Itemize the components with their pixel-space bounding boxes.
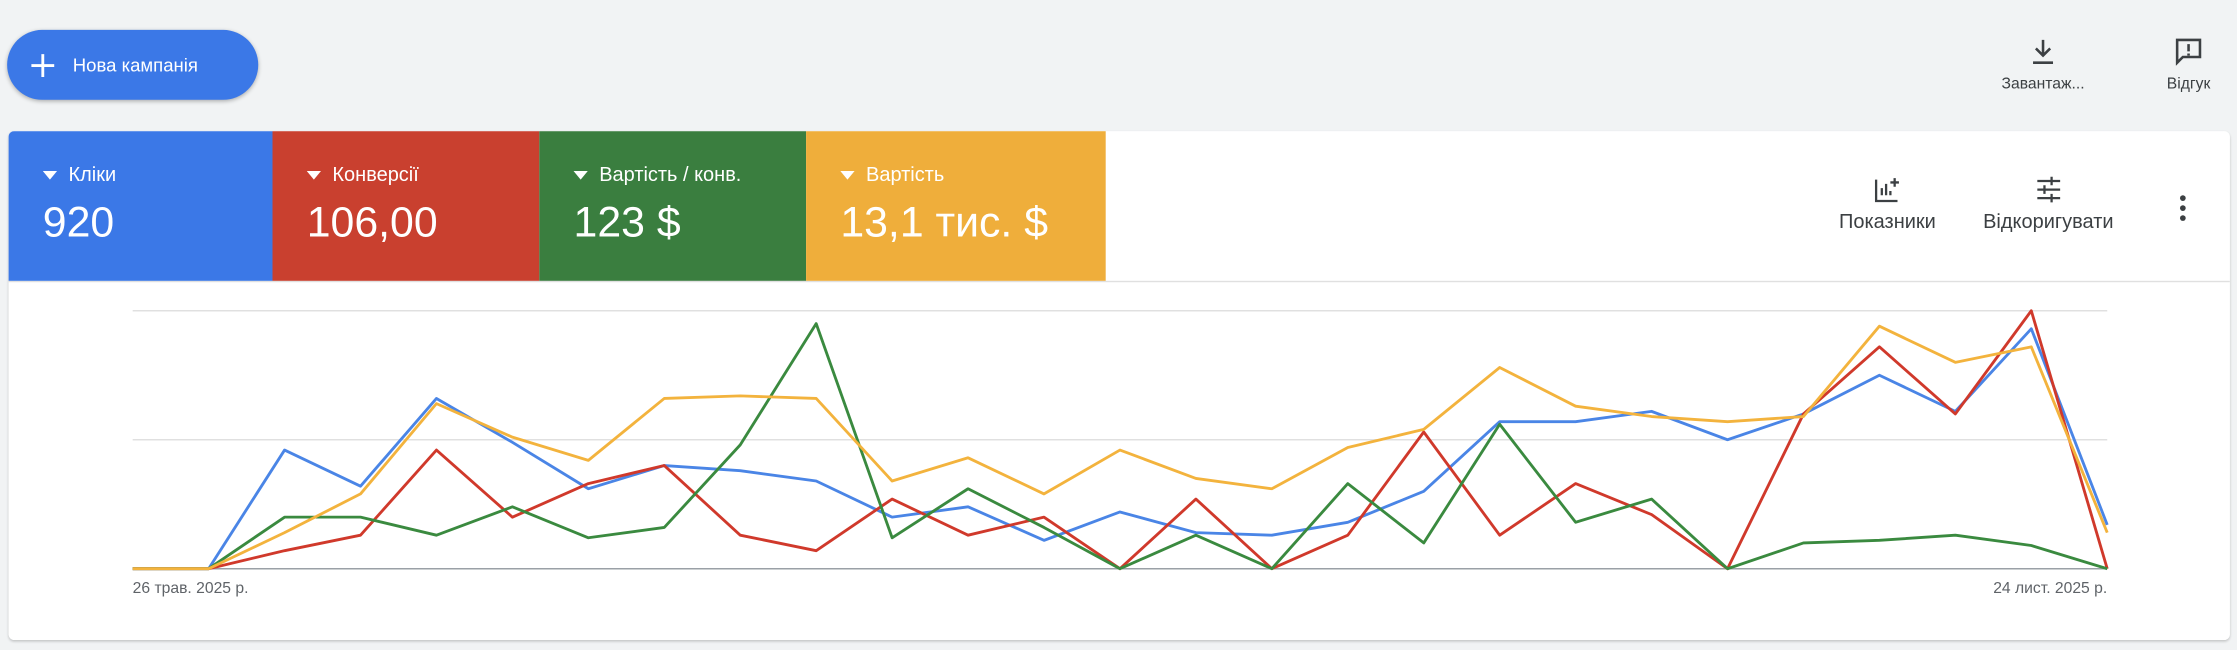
- metric-value: 13,1 тис. $: [840, 199, 1049, 247]
- more-menu[interactable]: [2177, 194, 2188, 223]
- plus-icon: [31, 53, 55, 77]
- feedback-button[interactable]: Відгук: [2124, 37, 2237, 93]
- series-line: [132, 322, 2108, 571]
- metric-name: Вартість / конв.: [599, 162, 742, 186]
- caret: [840, 171, 855, 180]
- adjust-label: Відкоригувати: [1983, 209, 2114, 233]
- metric-label: Конверсії: [306, 162, 419, 186]
- caret: [306, 171, 322, 180]
- adjust-icon: [2036, 176, 2060, 203]
- metric-value: 106,00: [306, 199, 438, 247]
- metric-value: 920: [42, 199, 115, 247]
- caret: [42, 171, 58, 180]
- x-tick-label: 24 лист. 2025 р.: [1993, 580, 2107, 597]
- metric-label: Вартість / конв.: [573, 162, 742, 186]
- metrics-button[interactable]: Показники: [1839, 174, 1936, 232]
- feedback-label: Відгук: [2166, 75, 2211, 93]
- metric-label: Вартість: [840, 162, 944, 185]
- metric-card[interactable]: Конверсії 106,00: [272, 131, 540, 281]
- metric-card[interactable]: Вартість / конв. 123 $: [539, 131, 807, 281]
- new-campaign-button[interactable]: Нова кампанія: [7, 29, 259, 100]
- feedback-icon: [2175, 38, 2202, 66]
- metric-value: 123 $: [573, 199, 681, 247]
- download-button[interactable]: Завантаж...: [1979, 37, 2107, 93]
- metric-name: Кліки: [68, 162, 117, 186]
- metrics-icon: [1874, 178, 1899, 203]
- divider: [8, 280, 2230, 283]
- caret: [573, 171, 588, 180]
- download-icon: [2033, 39, 2054, 65]
- metrics-label: Показники: [1839, 209, 1936, 233]
- metric-card[interactable]: Вартість 13,1 тис. $: [806, 131, 1106, 281]
- button-label: Нова кампанія: [72, 54, 198, 76]
- chart-panel: Показники Відкоригувати Кліки 920 Конверсі…: [8, 131, 2230, 641]
- x-tick-label: 26 трав. 2025 р.: [133, 580, 249, 597]
- metric-name: Конверсії: [332, 162, 419, 186]
- metric-name: Вартість: [866, 162, 945, 186]
- metric-label: Кліки: [42, 162, 117, 186]
- adjust-button[interactable]: Відкоригувати: [1983, 174, 2114, 233]
- download-label: Завантаж...: [2001, 75, 2085, 93]
- series-line: [132, 327, 2109, 571]
- metric-card[interactable]: Кліки 920: [8, 131, 273, 281]
- series-line: [132, 324, 2109, 571]
